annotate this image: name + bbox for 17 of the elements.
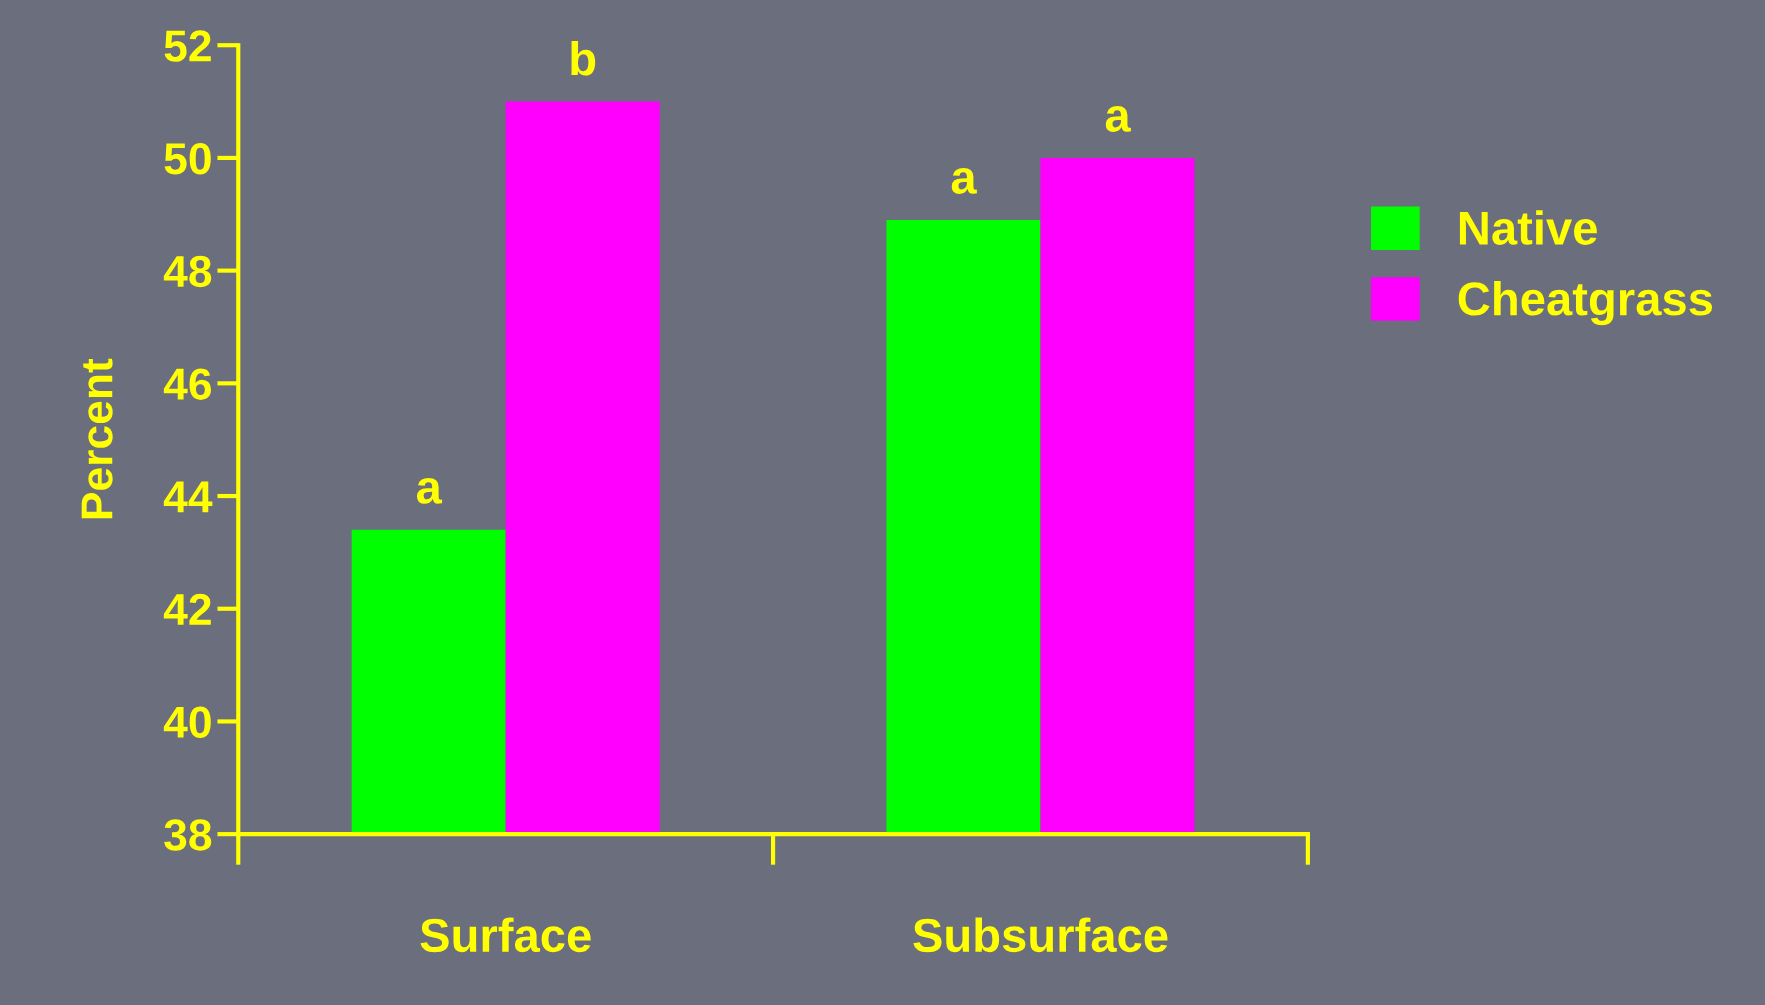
annotation: b [571, 40, 596, 76]
y-tick-label: 38 [164, 819, 212, 851]
y-tick-label: 50 [164, 143, 211, 175]
y-tick-label: 42 [163, 593, 211, 625]
x-tick-label: Subsurface [913, 917, 1168, 953]
y-tick-label: 40 [163, 706, 211, 738]
annotation: a [951, 168, 977, 194]
x-tick-label: Surface [420, 917, 591, 953]
annotation: a [1105, 106, 1131, 132]
y-tick-label: 46 [163, 368, 211, 400]
y-tick-label: 48 [163, 255, 212, 288]
y-axis-title: Percent [81, 358, 113, 519]
legend-label: Native [1459, 210, 1597, 245]
y-tick-label: 52 [164, 30, 211, 62]
y-tick-label: 44 [163, 481, 213, 513]
annotation: a [416, 477, 443, 504]
legend-label: Cheatgrass [1458, 280, 1713, 326]
